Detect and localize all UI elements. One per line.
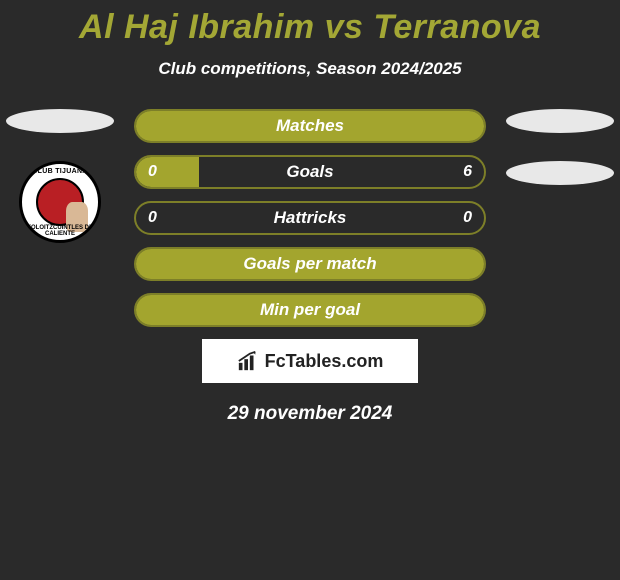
player-photo-placeholder-left — [6, 109, 114, 133]
club-badge-center — [36, 178, 84, 226]
stat-label: Hattricks — [136, 203, 484, 233]
left-player-column: CLUB TIJUANA XOLOITZCUINTLES DE CALIENTE — [0, 109, 120, 243]
stat-row: Matches — [134, 109, 486, 143]
player-photo-placeholder-right-1 — [506, 109, 614, 133]
club-badge-top-text: CLUB TIJUANA — [22, 168, 98, 175]
date-label: 29 november 2024 — [0, 403, 620, 425]
stat-row: 0Goals6 — [134, 155, 486, 189]
stat-row: 0Hattricks0 — [134, 201, 486, 235]
infographic-container: Al Haj Ibrahim vs Terranova Club competi… — [0, 0, 620, 425]
stat-label: Min per goal — [136, 295, 484, 325]
club-badge-left: CLUB TIJUANA XOLOITZCUINTLES DE CALIENTE — [19, 161, 101, 243]
main-area: CLUB TIJUANA XOLOITZCUINTLES DE CALIENTE… — [0, 109, 620, 425]
stat-right-value: 0 — [463, 203, 472, 233]
page-title: Al Haj Ibrahim vs Terranova — [0, 8, 620, 47]
subtitle: Club competitions, Season 2024/2025 — [0, 59, 620, 79]
stat-row: Min per goal — [134, 293, 486, 327]
stat-right-value: 6 — [463, 157, 472, 187]
stat-label: Matches — [136, 111, 484, 141]
stat-row: Goals per match — [134, 247, 486, 281]
club-badge-bottom-text: XOLOITZCUINTLES DE CALIENTE — [22, 225, 98, 237]
brand-text: FcTables.com — [265, 351, 384, 372]
stats-list: Matches0Goals60Hattricks0Goals per match… — [134, 109, 486, 327]
brand-badge: FcTables.com — [202, 339, 418, 383]
right-player-column — [500, 109, 620, 213]
chart-icon — [237, 350, 259, 372]
stat-label: Goals — [136, 157, 484, 187]
stat-label: Goals per match — [136, 249, 484, 279]
player-photo-placeholder-right-2 — [506, 161, 614, 185]
